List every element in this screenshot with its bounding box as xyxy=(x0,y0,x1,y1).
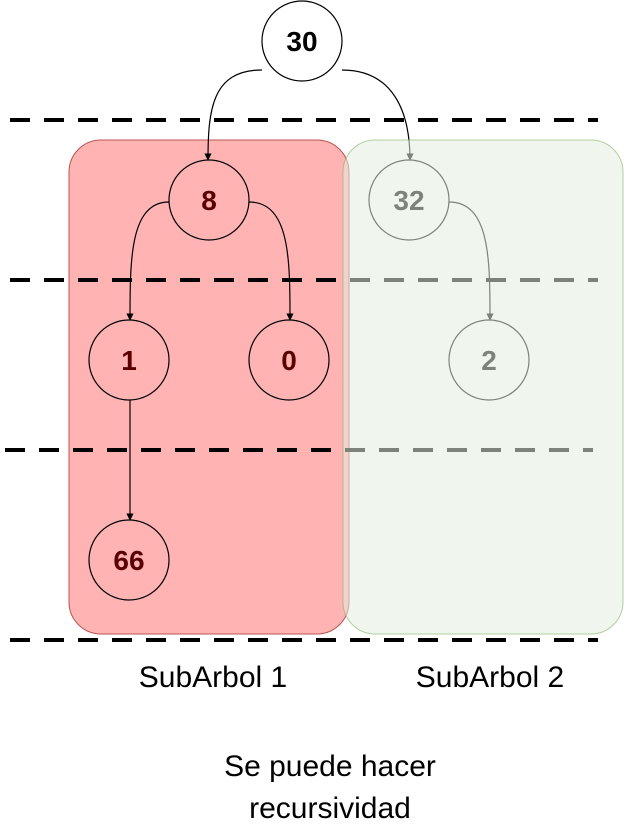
subtree-2-label: SubArbol 2 xyxy=(416,661,564,694)
node-66-label: 66 xyxy=(113,545,144,576)
edge-8-1 xyxy=(126,201,170,321)
node-0-label: 0 xyxy=(281,345,297,376)
node-66: 66 xyxy=(88,519,170,601)
node-1-label: 1 xyxy=(121,345,137,376)
node-1: 1 xyxy=(88,319,170,401)
note-line-2: recursividad xyxy=(249,792,411,825)
node-8-label: 8 xyxy=(201,185,217,216)
node-8: 8 xyxy=(168,159,250,241)
node-30-label: 30 xyxy=(286,26,317,57)
node-30: 30 xyxy=(261,0,343,82)
subtree-2-box xyxy=(342,139,624,635)
edge-30-8 xyxy=(204,69,263,161)
subtree-1-label: SubArbol 1 xyxy=(139,661,287,694)
node-0: 0 xyxy=(248,319,330,401)
note-line-1: Se puede hacer xyxy=(224,750,436,783)
edge-8-0 xyxy=(248,201,294,321)
